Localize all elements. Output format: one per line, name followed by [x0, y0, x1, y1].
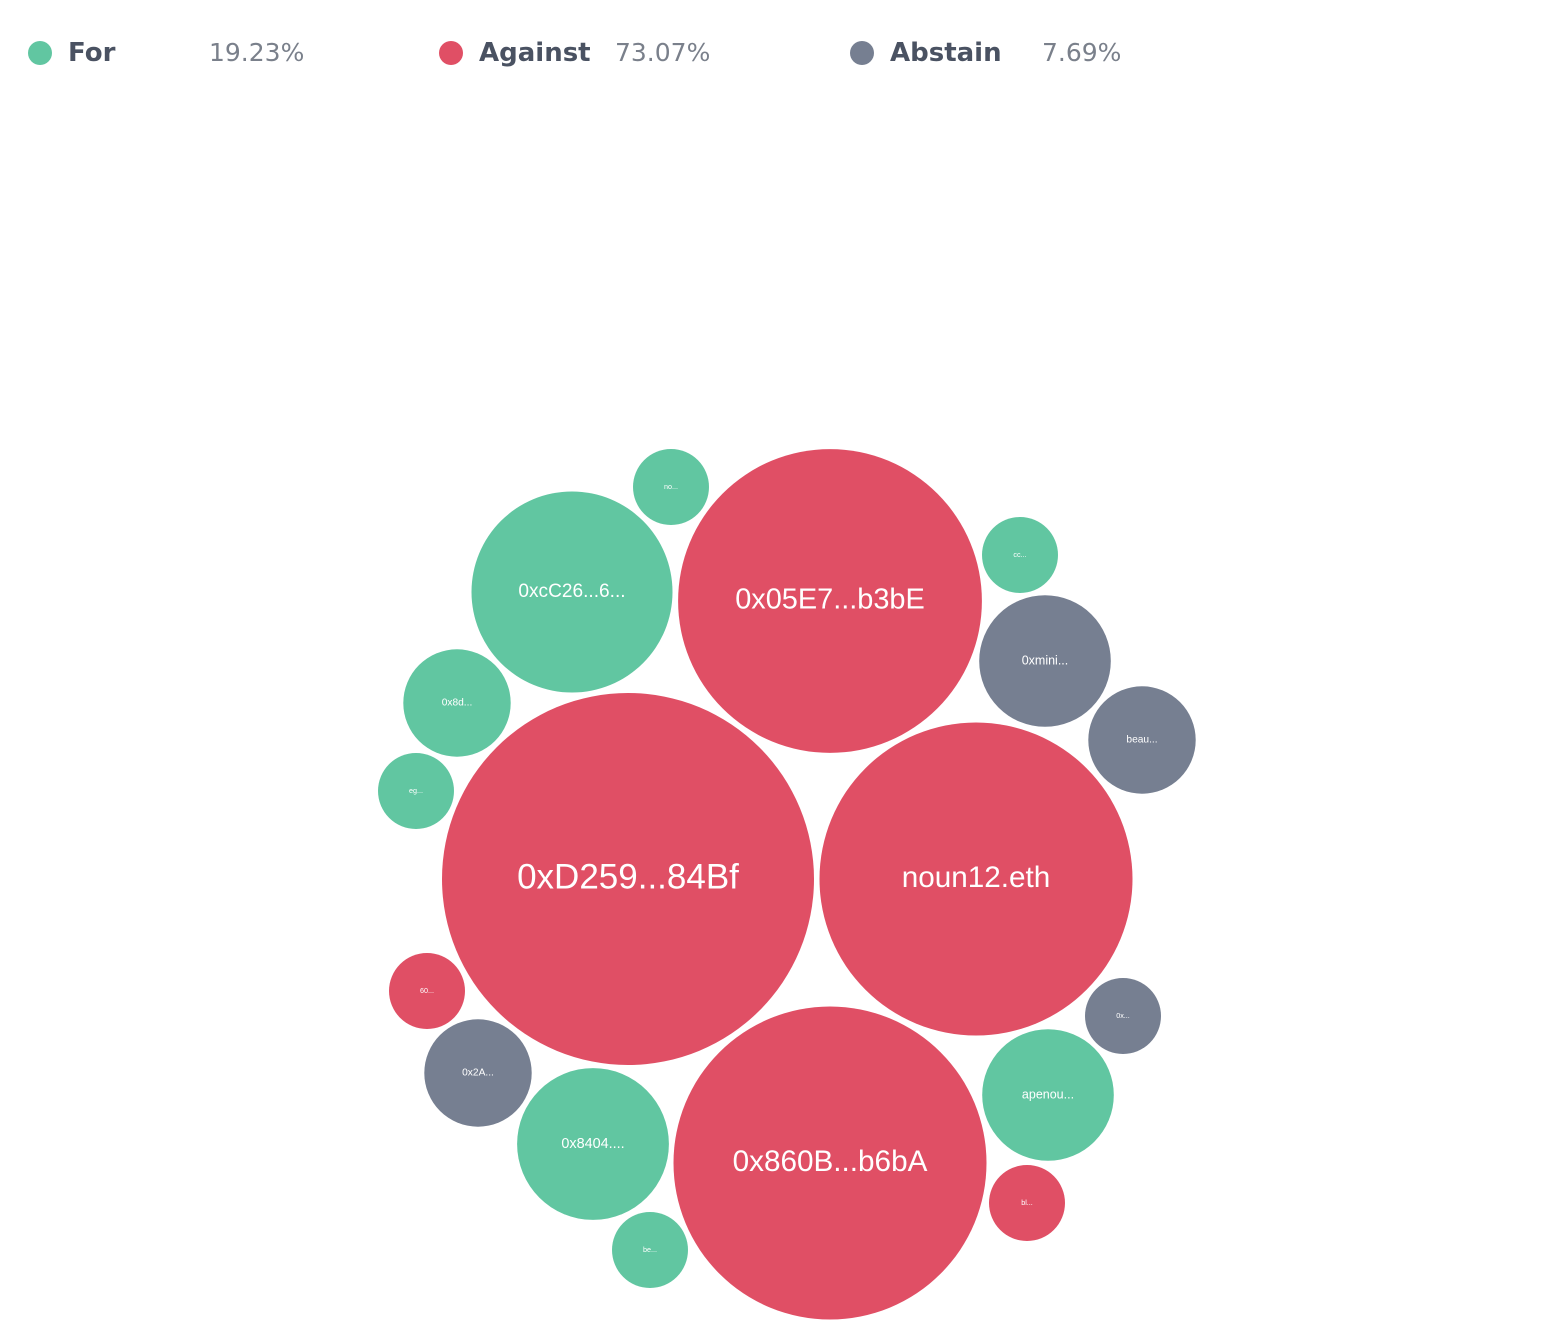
legend-label-against: Against [479, 38, 591, 68]
bubble-against[interactable]: 0x05E7...b3bE [678, 449, 982, 753]
bubble-for[interactable]: no... [633, 449, 709, 525]
bubble-label: 0x... [1116, 1011, 1130, 1020]
bubble-label: cc... [1013, 550, 1026, 559]
bubble-label: 0xcC26...6... [518, 581, 625, 602]
bubble-circle[interactable] [612, 1212, 688, 1288]
bubble-circle[interactable] [982, 1029, 1114, 1161]
bubble-label: apenou... [1022, 1087, 1074, 1101]
bubble-label: 0x8404.... [561, 1136, 624, 1152]
bubble-abstain[interactable]: 0xmini... [979, 595, 1111, 727]
bubble-against[interactable]: bl... [989, 1165, 1065, 1241]
bubble-label: 0xD259...84Bf [517, 857, 739, 896]
bubble-abstain[interactable]: 0x2A... [424, 1019, 532, 1127]
bubble-against[interactable]: 0xD259...84Bf [442, 693, 814, 1065]
bubble-label: 60... [420, 986, 434, 995]
bubble-circle[interactable] [678, 449, 982, 753]
bubble-circle[interactable] [633, 449, 709, 525]
bubble-label: eg... [409, 786, 423, 795]
bubble-label: 0x2A... [462, 1068, 494, 1079]
bubble-circle[interactable] [389, 953, 465, 1029]
bubble-label: no... [664, 482, 678, 491]
bubble-for[interactable]: 0x8d... [403, 649, 511, 757]
legend-dot-against [439, 41, 463, 65]
bubble-against[interactable]: noun12.eth [819, 722, 1133, 1036]
bubble-label: 0x8d... [442, 698, 473, 709]
bubble-against[interactable]: 60... [389, 953, 465, 1029]
bubble-label: beau... [1126, 735, 1157, 746]
legend-value-for: 19.23% [209, 38, 305, 67]
bubble-circle[interactable] [979, 595, 1111, 727]
bubble-against[interactable]: 0x860B...b6bA [673, 1006, 987, 1320]
bubble-abstain[interactable]: 0x... [1085, 978, 1161, 1054]
bubble-label: 0xmini... [1022, 653, 1069, 667]
legend-label-for: For [68, 38, 116, 68]
bubble-circle[interactable] [403, 649, 511, 757]
bubble-label: 0x860B...b6bA [733, 1145, 928, 1178]
bubble-circle[interactable] [517, 1068, 669, 1220]
bubble-for[interactable]: eg... [378, 753, 454, 829]
legend-value-abstain: 7.69% [1042, 38, 1122, 67]
bubble-circle[interactable] [673, 1006, 987, 1320]
bubble-circle[interactable] [378, 753, 454, 829]
bubble-for[interactable]: cc... [982, 517, 1058, 593]
bubble-circle[interactable] [819, 722, 1133, 1036]
bubble-circle[interactable] [442, 693, 814, 1065]
bubble-for[interactable]: 0x8404.... [517, 1068, 669, 1220]
bubble-for[interactable]: 0xcC26...6... [471, 491, 673, 693]
bubble-abstain[interactable]: beau... [1088, 686, 1196, 794]
bubble-circle[interactable] [1088, 686, 1196, 794]
legend-dot-abstain [850, 41, 874, 65]
bubble-circle[interactable] [982, 517, 1058, 593]
bubble-circle[interactable] [471, 491, 673, 693]
bubble-label: bl... [1021, 1198, 1033, 1207]
bubble-circle[interactable] [424, 1019, 532, 1127]
bubble-label: noun12.eth [902, 861, 1051, 894]
vote-legend: For 19.23% Against 73.07% Abstain 7.69% [0, 0, 1568, 106]
bubble-label: 0x05E7...b3bE [735, 584, 925, 616]
legend-dot-for [28, 41, 52, 65]
bubble-circle[interactable] [989, 1165, 1065, 1241]
legend-label-abstain: Abstain [890, 38, 1002, 68]
bubble-circle[interactable] [1085, 978, 1161, 1054]
bubble-label: be... [643, 1245, 657, 1254]
bubble-for[interactable]: apenou... [982, 1029, 1114, 1161]
legend-value-against: 73.07% [615, 38, 711, 67]
bubble-for[interactable]: be... [612, 1212, 688, 1288]
